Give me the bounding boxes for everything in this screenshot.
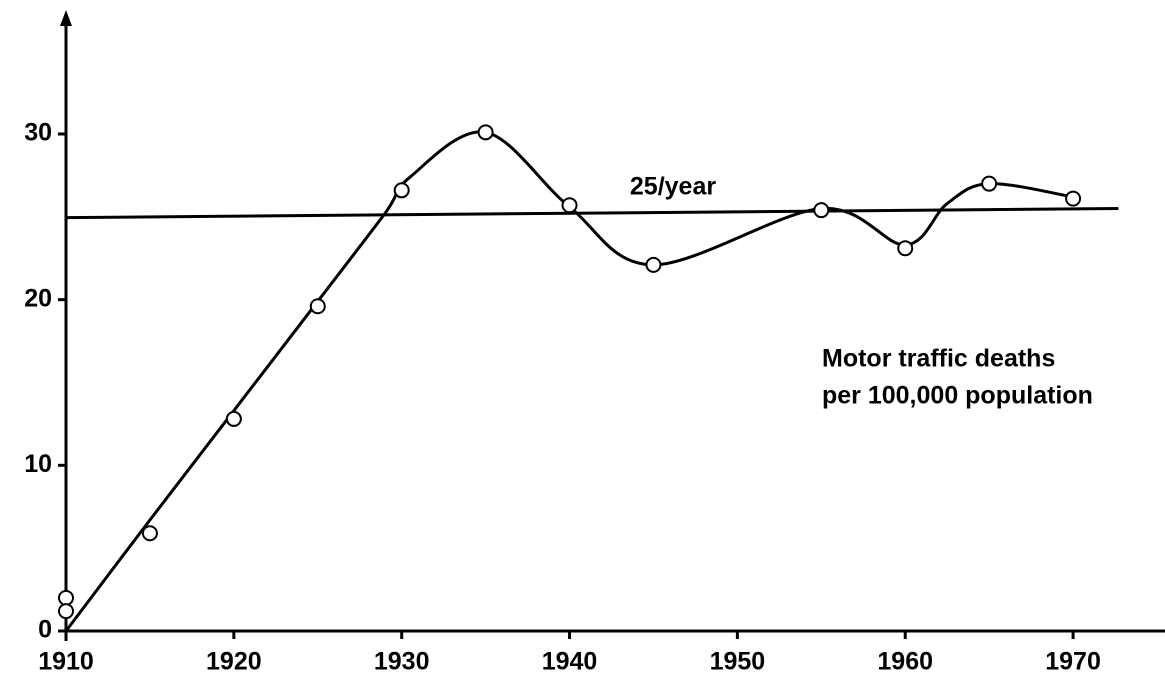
data-point [309, 298, 326, 315]
data-point [645, 256, 662, 273]
x-tick-label: 1930 [374, 648, 430, 676]
data-point [393, 182, 410, 199]
reference-line [65, 207, 1119, 220]
data-point [561, 197, 578, 214]
data-point [897, 240, 914, 257]
x-tick-label: 1910 [38, 648, 94, 676]
x-tick-label: 1940 [542, 648, 598, 676]
annotation: per 100,000 population [822, 382, 1093, 410]
x-tick-label: 1920 [206, 648, 262, 676]
data-point [981, 175, 998, 192]
data-point [141, 525, 158, 542]
fitted-curve [64, 130, 1074, 632]
x-tick-label: 1970 [1045, 648, 1101, 676]
data-point [225, 410, 242, 427]
data-point [58, 603, 74, 620]
data-point [813, 202, 830, 219]
y-axis-arrow [60, 10, 72, 26]
x-tick-label: 1960 [877, 648, 933, 676]
data-point [58, 589, 74, 606]
data-point [1065, 190, 1082, 207]
reference-label: 25/year [630, 173, 716, 201]
y-tick-label: 20 [24, 284, 52, 312]
annotation: Motor traffic deaths [822, 345, 1055, 373]
x-tick-label: 1950 [710, 648, 766, 676]
y-tick-label: 30 [24, 119, 52, 147]
y-tick-label: 10 [24, 450, 52, 478]
y-tick-label: 0 [38, 616, 52, 644]
data-point [477, 124, 494, 141]
